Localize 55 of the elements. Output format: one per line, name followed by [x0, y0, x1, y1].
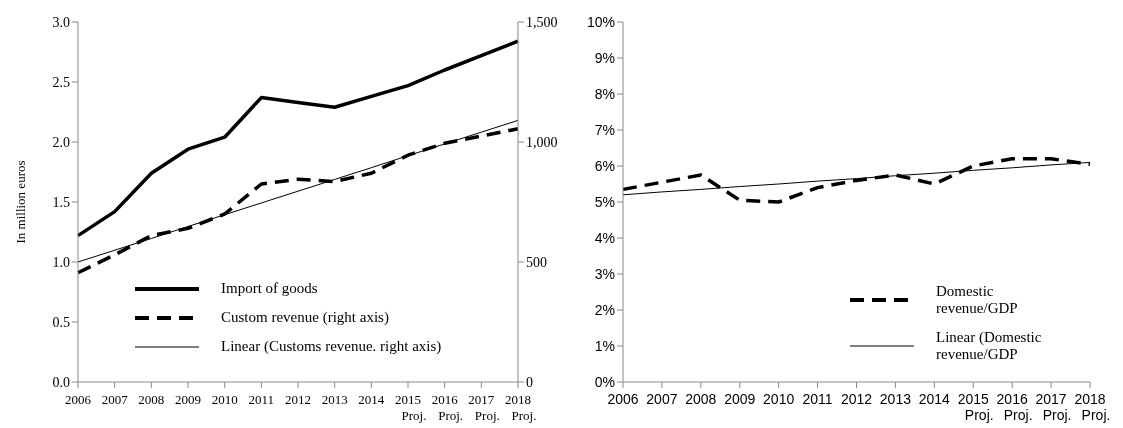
- y-tick-label: 2.5: [52, 74, 70, 90]
- x-tick-label: 2007: [646, 391, 678, 407]
- y-tick-label: 5%: [594, 193, 615, 210]
- legend-label: Domestic revenue/GDP: [936, 283, 1019, 317]
- x-tick-label: 2012: [285, 392, 311, 407]
- y-tick-label: 1.0: [52, 254, 70, 270]
- y-tick-label: 0.5: [52, 314, 70, 330]
- x-tick-label: 2010: [763, 391, 795, 407]
- y-tick-label: 8%: [594, 85, 615, 102]
- x-tick-label: 2007: [101, 392, 129, 407]
- legend-label: Custom revenue (right axis): [221, 309, 389, 326]
- x-tick-label: 2010: [211, 392, 238, 407]
- x-tick-label: 2018 Proj.: [505, 392, 537, 423]
- x-tick-label: 2008: [685, 391, 717, 407]
- y-tick-label: 4%: [594, 229, 615, 246]
- x-tick-label: 2013: [879, 391, 912, 407]
- x-tick-label: 2016 Proj.: [996, 391, 1033, 423]
- y-tick-label: 2.0: [52, 134, 70, 150]
- x-tick-label: 2013: [321, 392, 348, 407]
- line-series: [76, 39, 520, 238]
- y2-tick-label: 1,000: [526, 134, 558, 150]
- y2-tick-label: 500: [526, 254, 547, 270]
- x-tick-label: 2016 Proj.: [431, 392, 464, 423]
- x-tick-label: 2011: [802, 391, 833, 407]
- x-tick-label: 2009: [175, 392, 201, 407]
- x-tick-label: 2014: [358, 392, 385, 407]
- x-tick-label: 2012: [840, 391, 873, 407]
- y-tick-label: 0%: [594, 373, 615, 390]
- x-tick-label: 2009: [724, 391, 756, 407]
- y-tick-label: 7%: [594, 121, 615, 138]
- x-tick-label: 2014: [918, 391, 951, 407]
- y-tick-label: 9%: [594, 49, 615, 66]
- legend-label: Import of goods: [221, 280, 318, 297]
- y-tick-label: 3%: [594, 265, 615, 282]
- x-tick-label: 2017 Proj.: [1035, 391, 1072, 423]
- y-tick-label: 3.0: [52, 14, 70, 30]
- x-tick-label: 2015 Proj.: [395, 392, 427, 423]
- x-tick-label: 2015 Proj.: [957, 391, 994, 423]
- y-tick-label: 1%: [594, 337, 615, 354]
- x-tick-label: 2017 Proj.: [468, 392, 500, 423]
- y-tick-label: 1.5: [52, 194, 70, 210]
- x-tick-label: 2006: [607, 391, 639, 407]
- legend-label: Linear (Domestic revenue/GDP: [936, 329, 1043, 363]
- y-tick-label: 0.0: [52, 374, 70, 390]
- y2-tick-label: 1,500: [526, 14, 558, 30]
- x-tick-label: 2011: [248, 392, 275, 407]
- x-tick-label: 2006: [65, 392, 92, 407]
- y-axis-title: In million euros: [12, 160, 28, 244]
- x-tick-label: 2018 Proj.: [1074, 391, 1111, 423]
- y-tick-label: 2%: [594, 301, 615, 318]
- y-tick-label: 10%: [586, 13, 615, 30]
- legend-label: Linear (Customs revenue. right axis): [221, 338, 442, 355]
- y2-tick-label: 0: [526, 374, 533, 390]
- x-tick-label: 2008: [138, 392, 165, 407]
- y-tick-label: 6%: [594, 157, 615, 174]
